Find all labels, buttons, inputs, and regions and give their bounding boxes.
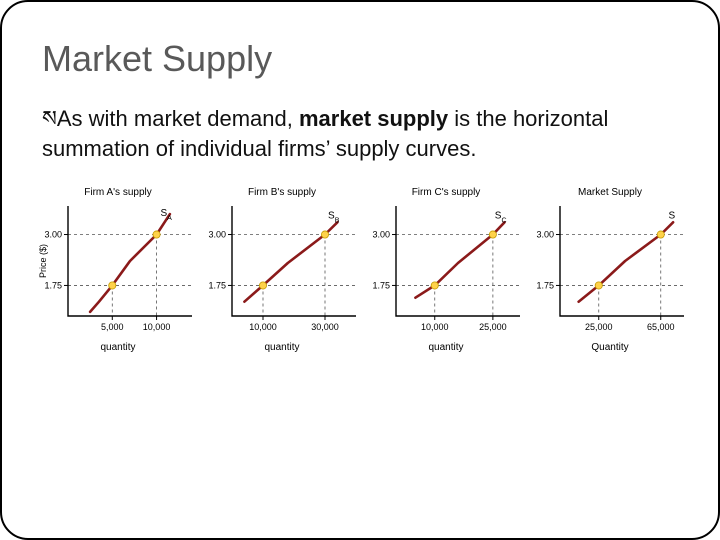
body-text: སAs with market demand, market supply is…	[42, 104, 682, 163]
svg-text:1.75: 1.75	[208, 281, 226, 291]
svg-text:3.00: 3.00	[372, 230, 390, 240]
chart-title: Firm B's supply	[202, 187, 362, 198]
svg-text:SC: SC	[495, 211, 507, 225]
svg-text:SA: SA	[161, 208, 173, 222]
chart-title: Market Supply	[530, 187, 690, 198]
svg-text:3.00: 3.00	[208, 230, 226, 240]
body-before: As with market demand,	[57, 106, 299, 131]
chart-svg: 3.00 1.75 SA 5,000 10,000 Price ($)	[38, 200, 198, 340]
chart-svg: 3.00 1.75 SB 10,000 30,000	[202, 200, 362, 340]
slide-title: Market Supply	[42, 38, 682, 80]
slide-container: { "title": "Market Supply", "bullet_glyp…	[0, 0, 720, 540]
x-axis-label: Quantity	[530, 342, 690, 353]
svg-text:1.75: 1.75	[536, 281, 554, 291]
svg-text:65,000: 65,000	[647, 322, 675, 332]
chart-title: Firm C's supply	[366, 187, 526, 198]
svg-text:25,000: 25,000	[479, 322, 507, 332]
svg-text:Price ($): Price ($)	[38, 244, 48, 278]
chart-title: Firm A's supply	[38, 187, 198, 198]
body-bold: market supply	[299, 106, 448, 131]
x-axis-label: quantity	[38, 342, 198, 353]
x-axis-label: quantity	[202, 342, 362, 353]
chart-panel: Firm C's supply 3.00 1.75 SC 10,000 25,000 qua…	[366, 187, 526, 353]
svg-text:10,000: 10,000	[249, 322, 277, 332]
svg-text:3.00: 3.00	[536, 230, 554, 240]
svg-text:1.75: 1.75	[44, 281, 62, 291]
svg-text:5,000: 5,000	[101, 322, 124, 332]
chart-svg: 3.00 1.75 S 25,000 65,000	[530, 200, 690, 340]
svg-text:SB: SB	[328, 211, 340, 225]
charts-row: Firm A's supply 3.00 1.75 SA 5,000 10,000 Pric…	[38, 187, 682, 353]
svg-text:1.75: 1.75	[372, 281, 390, 291]
svg-text:30,000: 30,000	[311, 322, 339, 332]
x-axis-label: quantity	[366, 342, 526, 353]
svg-text:10,000: 10,000	[421, 322, 449, 332]
svg-text:10,000: 10,000	[143, 322, 171, 332]
svg-text:25,000: 25,000	[585, 322, 613, 332]
chart-svg: 3.00 1.75 SC 10,000 25,000	[366, 200, 526, 340]
chart-panel: Firm B's supply 3.00 1.75 SB 10,000 30,000 qua…	[202, 187, 362, 353]
svg-text:S: S	[668, 211, 675, 222]
svg-text:3.00: 3.00	[44, 230, 62, 240]
chart-panel: Market Supply 3.00 1.75 S 25,000 65,000 Quanti…	[530, 187, 690, 353]
bullet-glyph: ས	[42, 106, 57, 131]
chart-panel: Firm A's supply 3.00 1.75 SA 5,000 10,000 Pric…	[38, 187, 198, 353]
